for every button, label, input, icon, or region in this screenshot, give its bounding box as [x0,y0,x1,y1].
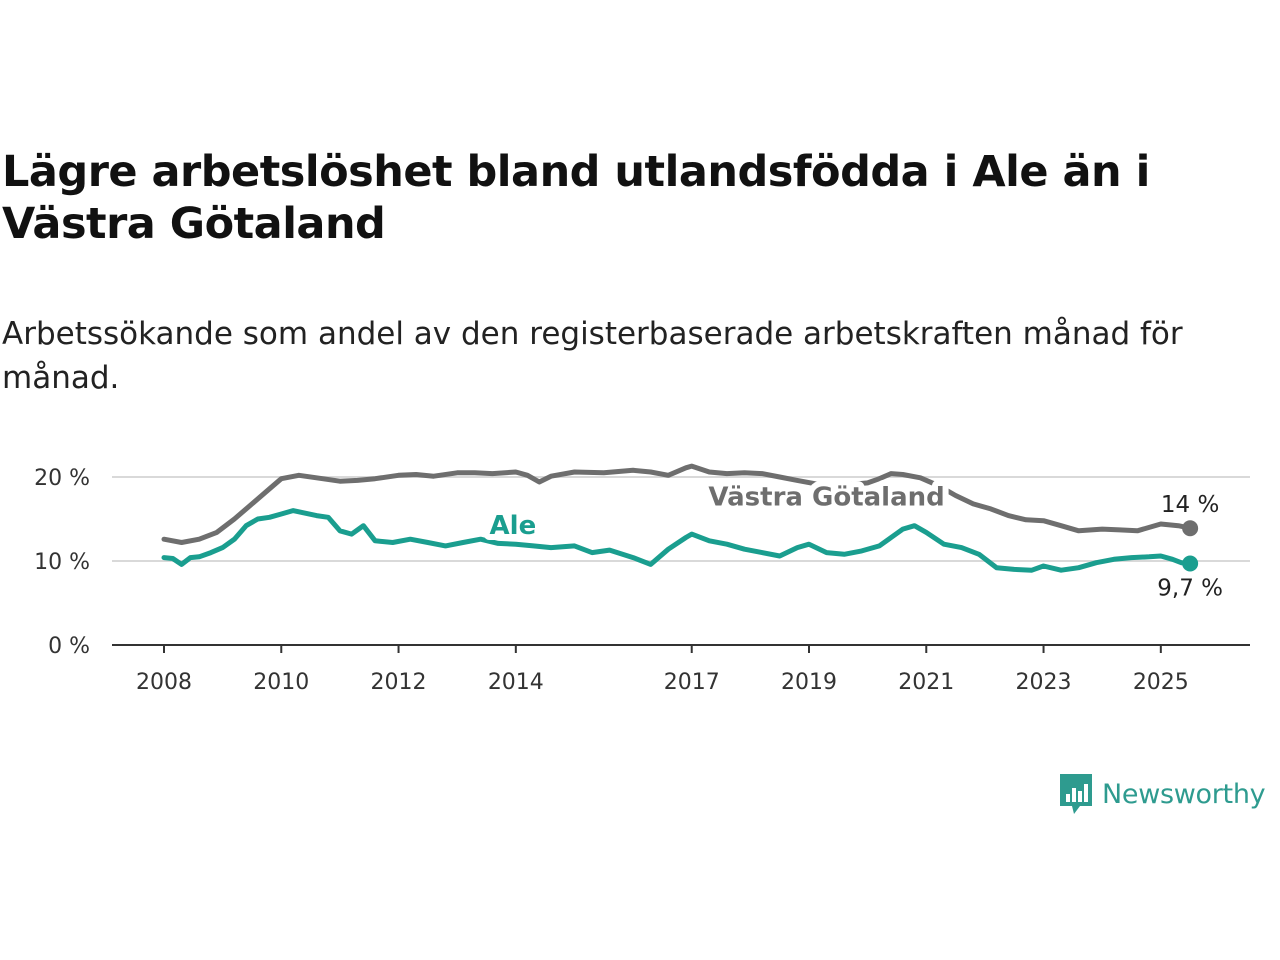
series-line-0 [161,463,1193,545]
series-annotation: Ale [490,511,537,541]
x-tick-label: 2008 [136,670,192,695]
x-tick-label: 2023 [1016,670,1072,695]
x-tick-label: 2017 [664,670,720,695]
x-tick-label: 2019 [781,670,837,695]
y-tick-label: 0 % [48,634,90,659]
series-end-label: 9,7 % [1157,576,1223,602]
gridlines [112,476,1250,562]
newsworthy-logo-icon [1060,774,1092,814]
x-tick-label: 2021 [898,670,954,695]
y-tick-label: 10 % [34,550,90,575]
y-tick-label: 20 % [34,466,90,491]
x-tick-label: 2012 [371,670,427,695]
series-line-1 [161,508,1193,573]
x-axis: 2008 2010 2012 2014 2017 2019 2021 2023 2025 [112,644,1250,695]
series-annotation: Västra Götaland [708,483,944,513]
x-tick-label: 2010 [253,670,309,695]
y-axis-tick-labels: 0 % 10 % 20 % [34,466,90,659]
series-annotations: 14 % 9,7 % Ale Västra Götaland [484,477,1223,602]
series-lines [161,463,1199,573]
line-chart: 0 % 10 % 20 % 2008 2010 2012 2014 2017 2019 2021… [34,463,1250,695]
x-tick-label: 2025 [1133,670,1189,695]
newsworthy-logo-text: Newsworthy [1102,778,1266,810]
series-end-marker [1182,555,1199,572]
chart-subtitle: Arbetssökande som andel av den registerb… [2,316,1183,396]
x-tick-label: 2014 [488,670,544,695]
series-end-marker [1182,520,1199,537]
newsworthy-logo[interactable]: Newsworthy [1058,772,1266,816]
chart-title: Lägre arbetslöshet bland utlandsfödda i … [2,147,1150,249]
series-end-label: 14 % [1161,492,1219,518]
